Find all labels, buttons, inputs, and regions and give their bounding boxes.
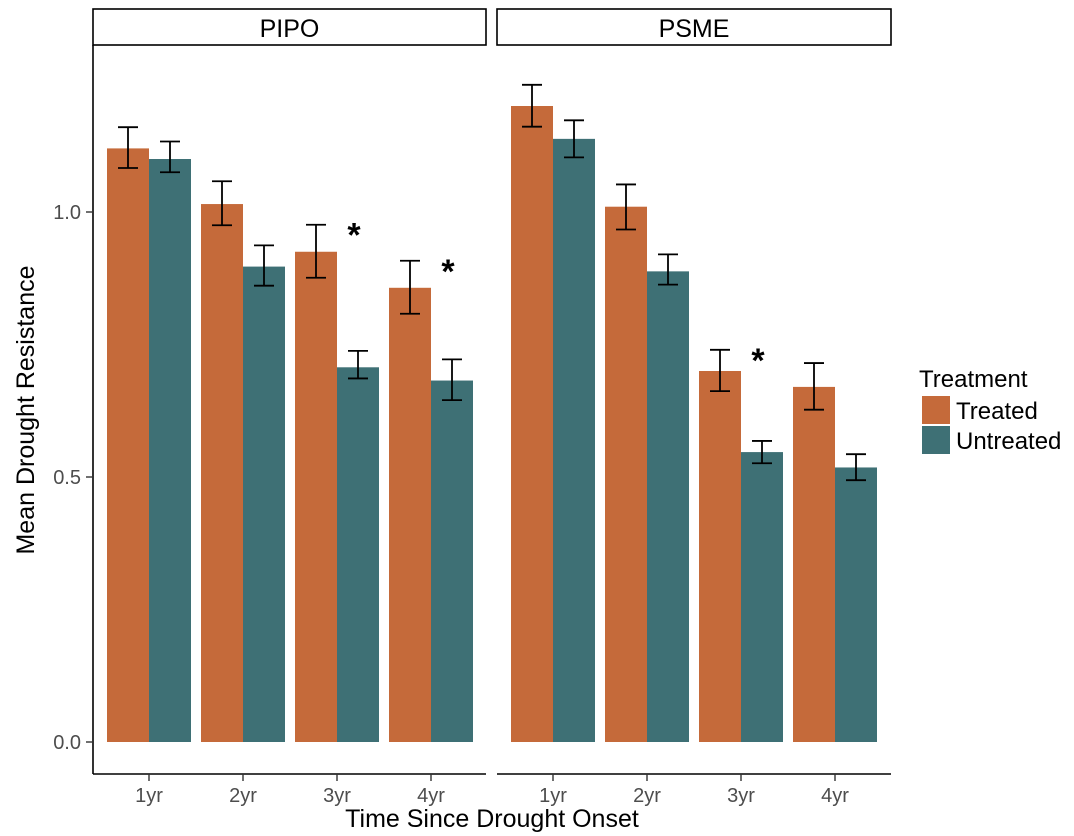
bar (149, 159, 191, 742)
bar (553, 138, 595, 743)
x-tick-label: 3yr (323, 785, 351, 807)
y-tick-label: 0.0 (53, 732, 81, 754)
significance-layer: * * * (347, 217, 765, 380)
x-tick-label: 2yr (229, 785, 257, 807)
bars-layer (107, 106, 877, 743)
significance-marker: * (441, 253, 455, 291)
legend-label: Treated (956, 398, 1038, 425)
axes-layer: 0.0 0.5 1.0 1yr 2yr 3yr 4yr 1yr 2yr 3yr 4yr (53, 45, 891, 807)
bar (431, 380, 473, 742)
bar (243, 266, 285, 742)
x-tick-label: 3yr (727, 785, 755, 807)
bar (337, 367, 379, 742)
bar (647, 271, 689, 742)
significance-marker: * (347, 217, 361, 255)
legend-swatch (922, 426, 950, 454)
x-tick-label: 4yr (821, 785, 849, 807)
bar (511, 106, 553, 742)
x-tick-label: 2yr (633, 785, 661, 807)
bar (741, 452, 783, 742)
legend-title: Treatment (919, 366, 1028, 393)
legend: Treatment Treated Untreated (919, 366, 1061, 455)
error-bars-layer (118, 83, 866, 482)
y-tick-label: 1.0 (53, 202, 81, 224)
legend-label: Untreated (956, 428, 1061, 455)
significance-marker: * (751, 342, 765, 380)
bar (605, 206, 647, 742)
x-tick-label: 1yr (135, 785, 163, 807)
bar (295, 251, 337, 742)
bar (793, 386, 835, 742)
facet-strips: PIPO PSME (92, 8, 892, 46)
y-tick-label: 0.5 (53, 467, 81, 489)
bar (835, 467, 877, 742)
y-axis-title: Mean Drought Resistance (12, 265, 40, 554)
bar (201, 204, 243, 743)
facet-strip-box (92, 8, 487, 46)
facet-strip-label: PSME (659, 15, 730, 43)
bar (389, 287, 431, 742)
legend-swatch (922, 396, 950, 424)
x-axis-title: Time Since Drought Onset (345, 805, 639, 833)
bar (699, 371, 741, 742)
facet-strip-label: PIPO (260, 15, 320, 43)
bar (107, 148, 149, 742)
x-tick-label: 1yr (539, 785, 567, 807)
facet-strip-box (496, 8, 892, 46)
x-tick-label: 4yr (417, 785, 445, 807)
